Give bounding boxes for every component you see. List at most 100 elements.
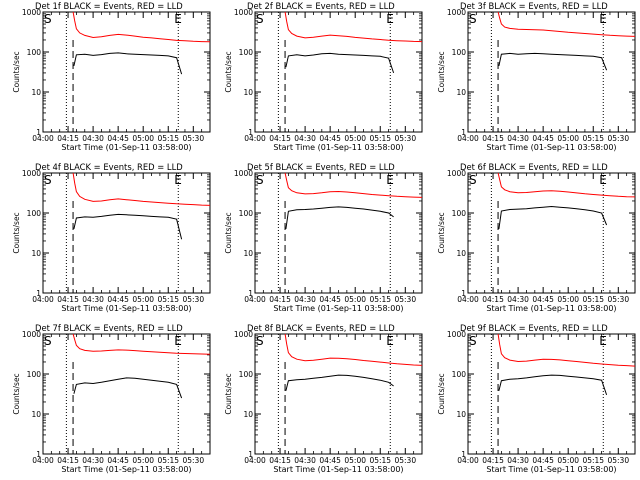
x-tick-label: 05:15 <box>582 456 604 465</box>
y-axis-label: Counts/sec <box>437 373 446 414</box>
series-line-events <box>73 52 183 75</box>
series-line-lld <box>284 172 423 198</box>
y-tick-label: 1000 <box>234 8 253 17</box>
y-tick-label: 1000 <box>234 330 253 339</box>
chart-title: Det 5f BLACK = Events, RED = LLD <box>247 162 395 172</box>
y-tick-label: 1 <box>461 128 466 137</box>
series-line-events <box>73 377 183 399</box>
end-marker-label: E <box>174 334 182 348</box>
y-tick-label: 1000 <box>234 169 253 178</box>
x-tick-label: 05:30 <box>394 456 416 465</box>
chart-title: Det 6f BLACK = Events, RED = LLD <box>460 162 608 172</box>
x-tick-label: 05:30 <box>182 456 204 465</box>
x-tick-label: 05:15 <box>157 456 179 465</box>
x-axis-label: Start Time (01-Sep-11 03:58:00) <box>273 465 403 474</box>
x-tick-label: 05:00 <box>344 456 366 465</box>
y-axis-label: Counts/sec <box>437 212 446 253</box>
start-marker-label: S <box>44 173 52 187</box>
y-tick-label: 100 <box>239 209 254 218</box>
x-tick-label: 04:30 <box>294 456 316 465</box>
end-marker-label: E <box>386 173 394 187</box>
y-axis-label: Counts/sec <box>12 51 21 92</box>
x-axis-label: Start Time (01-Sep-11 03:58:00) <box>273 143 403 152</box>
x-tick-label: 04:45 <box>319 134 341 143</box>
x-tick-label: 04:15 <box>482 134 504 143</box>
y-axis-label: Counts/sec <box>12 373 21 414</box>
y-axis-label: Counts/sec <box>437 51 446 92</box>
y-axis-label: Counts/sec <box>12 212 21 253</box>
start-marker-label: S <box>469 334 477 348</box>
y-tick-label: 10 <box>243 410 253 419</box>
series-line-lld <box>284 11 423 43</box>
y-tick-label: 100 <box>27 209 42 218</box>
series-line-events <box>285 374 394 391</box>
x-tick-label: 05:00 <box>132 295 154 304</box>
y-tick-label: 100 <box>452 48 467 57</box>
y-tick-label: 100 <box>452 370 467 379</box>
y-tick-label: 1000 <box>447 330 466 339</box>
x-tick-label: 05:00 <box>557 456 579 465</box>
x-tick-label: 04:45 <box>107 456 129 465</box>
series-line-events <box>498 374 608 396</box>
x-tick-label: 04:45 <box>107 134 129 143</box>
x-tick-label: 05:30 <box>182 134 204 143</box>
chart-title: Det 3f BLACK = Events, RED = LLD <box>460 1 608 11</box>
series-line-events <box>498 52 608 71</box>
x-tick-label: 04:15 <box>57 456 79 465</box>
y-tick-label: 1 <box>36 289 41 298</box>
chart-title: Det 8f BLACK = Events, RED = LLD <box>247 323 395 333</box>
x-axis-label: Start Time (01-Sep-11 03:58:00) <box>486 143 616 152</box>
series-line-lld <box>497 333 636 367</box>
y-tick-label: 1 <box>248 450 253 459</box>
y-tick-label: 10 <box>456 410 466 419</box>
series-line-events <box>73 213 183 240</box>
chart-title: Det 2f BLACK = Events, RED = LLD <box>247 1 395 11</box>
x-axis-label: Start Time (01-Sep-11 03:58:00) <box>486 465 616 474</box>
end-marker-label: E <box>174 173 182 187</box>
y-tick-label: 1000 <box>22 330 41 339</box>
x-tick-label: 04:30 <box>507 295 529 304</box>
y-axis-label: Counts/sec <box>224 212 233 253</box>
start-marker-label: S <box>469 12 477 26</box>
chart-title: Det 7f BLACK = Events, RED = LLD <box>35 323 183 333</box>
chart-panel-8: Det 8f BLACK = Events, RED = LLD 1 10 100 10… <box>224 323 423 474</box>
x-tick-label: 05:30 <box>182 295 204 304</box>
y-tick-label: 100 <box>239 370 254 379</box>
y-tick-label: 1 <box>461 450 466 459</box>
series-line-lld <box>497 11 636 37</box>
x-tick-label: 04:30 <box>82 295 104 304</box>
plot-frame <box>254 11 423 133</box>
y-axis-label: Counts/sec <box>224 373 233 414</box>
chart-title: Det 4f BLACK = Events, RED = LLD <box>35 162 183 172</box>
y-tick-label: 10 <box>31 410 41 419</box>
series-line-events <box>285 52 395 74</box>
end-marker-label: E <box>386 12 394 26</box>
y-tick-label: 1000 <box>447 8 466 17</box>
x-tick-label: 04:00 <box>457 295 479 304</box>
x-tick-label: 04:00 <box>244 456 266 465</box>
x-tick-label: 04:45 <box>107 295 129 304</box>
x-tick-label: 05:30 <box>394 134 416 143</box>
x-tick-label: 04:30 <box>82 456 104 465</box>
plot-frame <box>467 11 636 133</box>
x-tick-label: 04:15 <box>269 134 291 143</box>
end-marker-label: E <box>599 334 607 348</box>
plot-frame <box>254 333 423 455</box>
x-axis-label: Start Time (01-Sep-11 03:58:00) <box>486 304 616 313</box>
x-tick-label: 05:30 <box>394 295 416 304</box>
x-tick-label: 04:00 <box>457 456 479 465</box>
x-tick-label: 05:30 <box>607 134 629 143</box>
x-tick-label: 04:45 <box>319 456 341 465</box>
x-tick-label: 05:00 <box>344 295 366 304</box>
y-tick-label: 10 <box>456 249 466 258</box>
chart-title: Det 9f BLACK = Events, RED = LLD <box>460 323 608 333</box>
x-tick-label: 05:15 <box>369 295 391 304</box>
plot-frame <box>42 172 211 294</box>
y-tick-label: 1000 <box>447 169 466 178</box>
y-tick-label: 1 <box>36 450 41 459</box>
chart-panel-7: Det 7f BLACK = Events, RED = LLD 1 10 100 10… <box>12 323 211 474</box>
start-marker-label: S <box>44 12 52 26</box>
y-tick-label: 1000 <box>22 169 41 178</box>
chart-panel-6: Det 6f BLACK = Events, RED = LLD 1 10 100 10… <box>437 162 636 313</box>
x-tick-label: 05:00 <box>557 134 579 143</box>
